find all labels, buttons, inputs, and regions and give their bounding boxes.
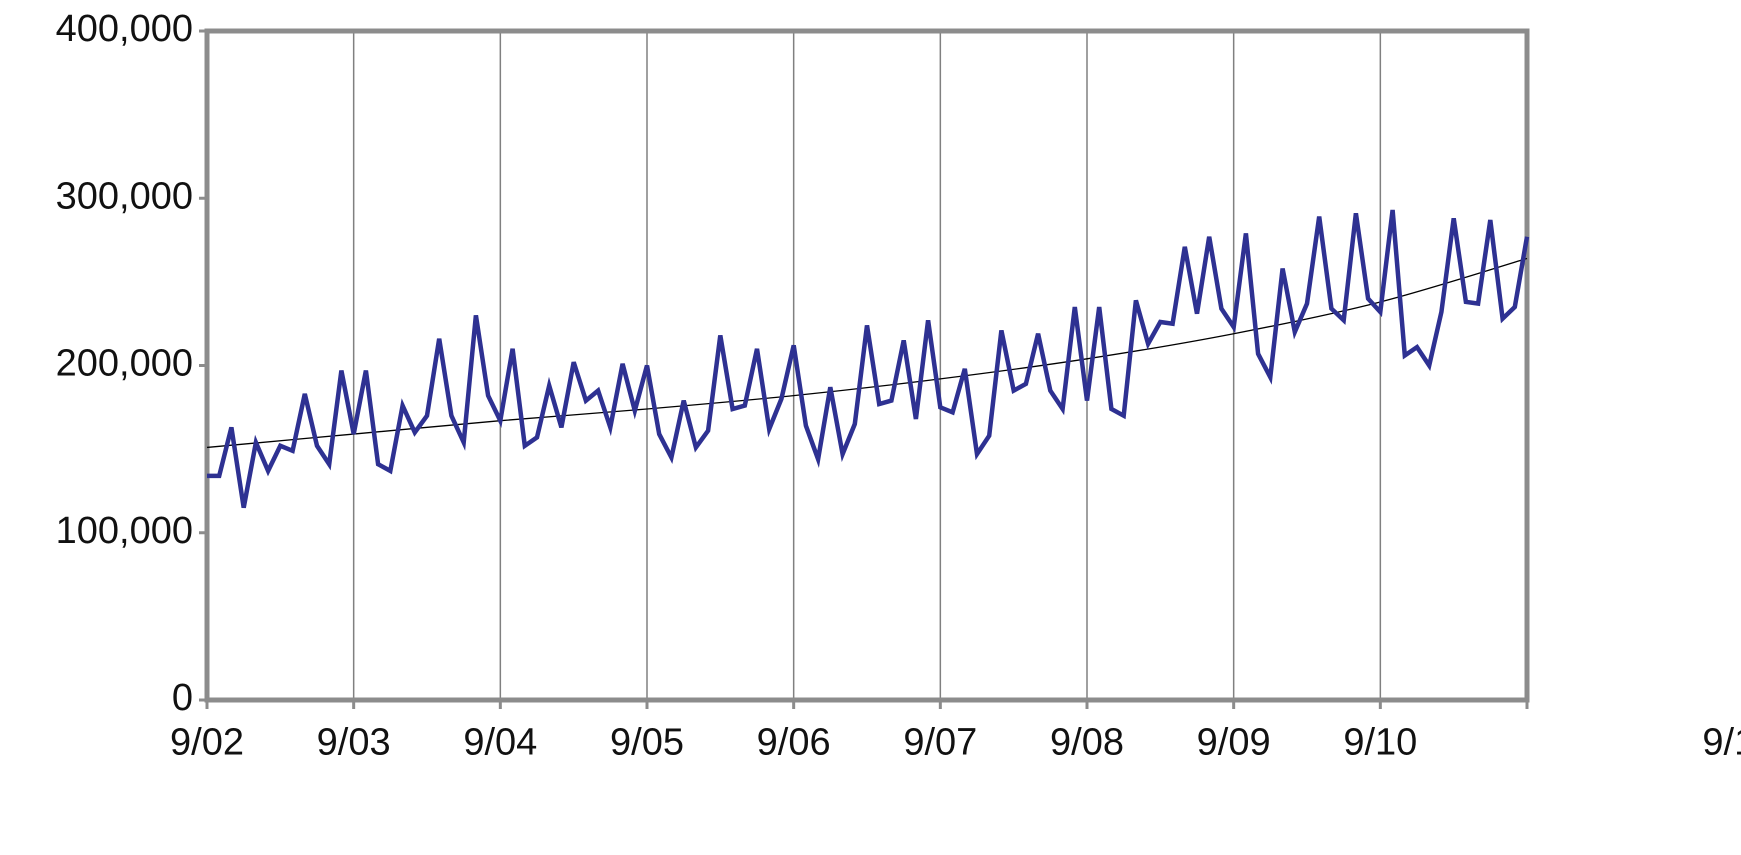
trendline — [206, 257, 1528, 449]
series-line-0 — [207, 209, 1530, 509]
plot-frame — [204, 28, 1530, 703]
x-tick-label-2: 9/04 — [463, 721, 537, 763]
x-tick-label-3: 9/05 — [610, 721, 684, 763]
x-axis-ticks: 9/02 9/03 9/04 9/05 9/06 9/07 9/08 9/09 9/10 9/11 — [170, 700, 1741, 763]
x-tick-label-0: 9/02 — [170, 721, 244, 763]
y-tick-label-2: 200,000 — [56, 343, 193, 385]
y-tick-label-3: 300,000 — [56, 175, 193, 217]
y-tick-label-1: 100,000 — [56, 510, 193, 552]
y-axis-ticks: 0 100,000 200,000 300,000 400,000 — [56, 8, 207, 719]
series-layer — [207, 209, 1530, 509]
y-tick-label-0: 0 — [172, 677, 193, 719]
x-tick-label-1: 9/03 — [317, 721, 391, 763]
x-tick-label-9: 9/11 — [1702, 721, 1741, 763]
x-tick-label-8: 9/10 — [1343, 721, 1417, 763]
x-tick-label-4: 9/06 — [757, 721, 831, 763]
x-tick-label-5: 9/07 — [903, 721, 977, 763]
y-tick-label-4: 400,000 — [56, 8, 193, 50]
x-tick-label-7: 9/09 — [1197, 721, 1271, 763]
trendline-layer — [206, 257, 1528, 449]
x-tick-label-6: 9/08 — [1050, 721, 1124, 763]
